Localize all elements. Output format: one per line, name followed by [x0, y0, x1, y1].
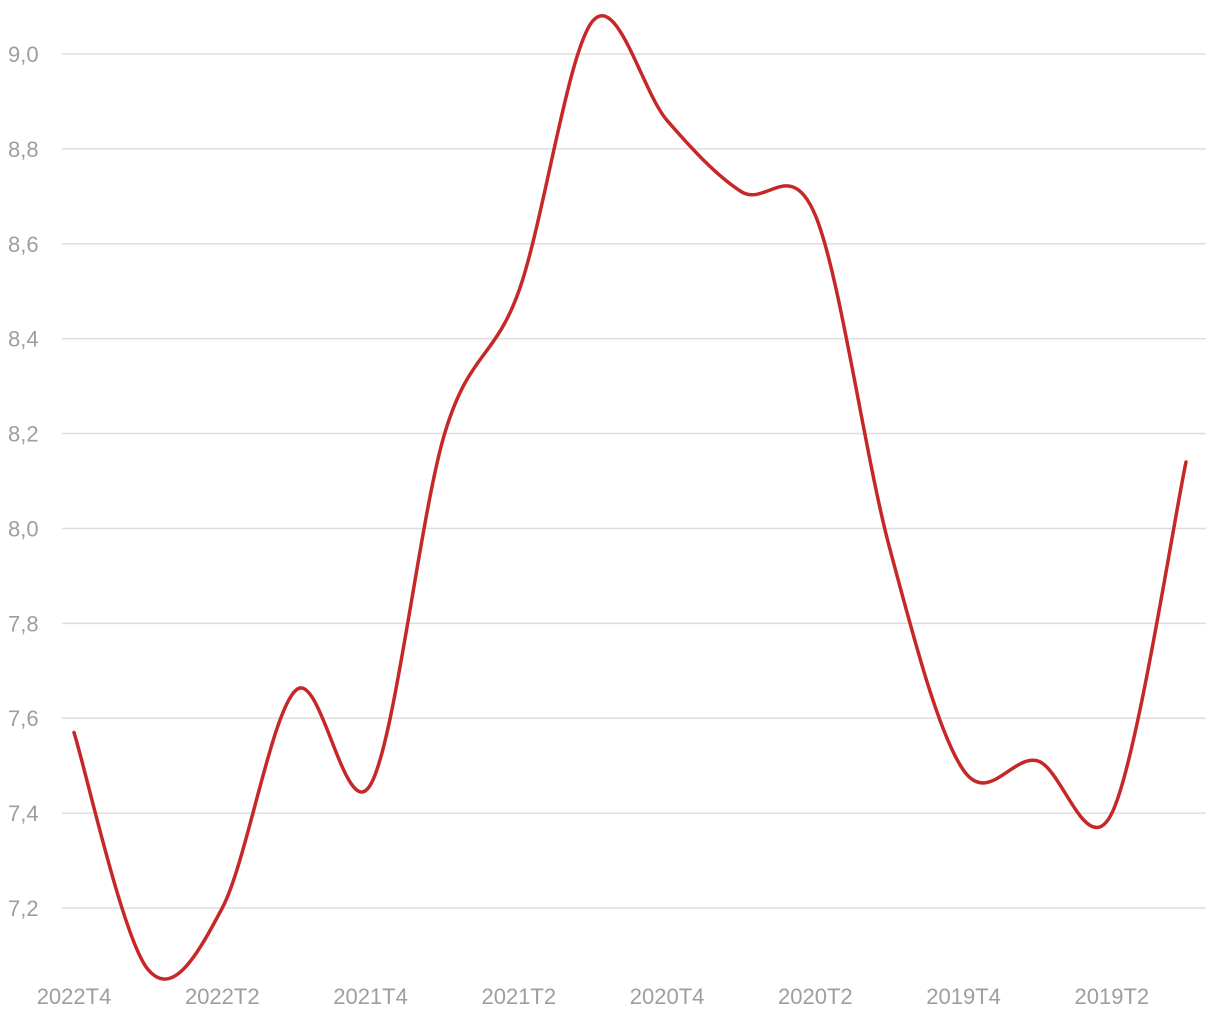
y-tick-label: 8,2 [8, 422, 39, 447]
y-tick-label: 8,6 [8, 232, 39, 257]
x-tick-label: 2020T2 [778, 984, 853, 1009]
y-axis-ticks: 7,2 7,4 7,6 7,8 8,0 8,2 8,4 8,6 8,8 9,0 [8, 42, 39, 921]
y-tick-label: 8,0 [8, 516, 39, 541]
y-tick-label: 7,4 [8, 801, 39, 826]
y-tick-label: 8,4 [8, 327, 39, 352]
gridlines [62, 53, 1206, 909]
y-tick-label: 8,8 [8, 137, 39, 162]
series-line [72, 14, 1188, 981]
y-tick-label: 7,8 [8, 611, 39, 636]
x-tick-label: 2021T4 [333, 984, 408, 1009]
series-group [72, 14, 1188, 981]
x-tick-label: 2021T2 [481, 984, 556, 1009]
y-tick-label: 7,2 [8, 896, 39, 921]
x-tick-label: 2022T2 [185, 984, 260, 1009]
x-axis-ticks: 2022T4 2022T2 2021T4 2021T2 2020T4 2020T2 2019… [37, 984, 1149, 1009]
x-tick-label: 2020T4 [630, 984, 705, 1009]
x-tick-label: 2019T2 [1075, 984, 1150, 1009]
x-tick-label: 2022T4 [37, 984, 112, 1009]
x-tick-label: 2019T4 [926, 984, 1001, 1009]
y-tick-label: 9,0 [8, 42, 39, 67]
y-tick-label: 7,6 [8, 706, 39, 731]
